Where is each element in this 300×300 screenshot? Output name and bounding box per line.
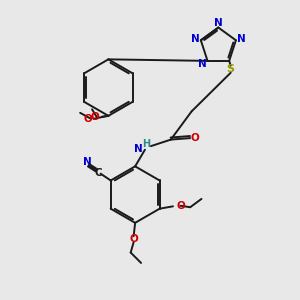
Text: O: O xyxy=(91,112,100,122)
Text: N: N xyxy=(214,18,223,28)
Text: O: O xyxy=(190,133,199,143)
Text: S: S xyxy=(227,64,235,74)
Text: O: O xyxy=(83,114,92,124)
Text: N: N xyxy=(237,34,246,44)
Text: N: N xyxy=(191,34,200,44)
Text: N: N xyxy=(82,157,91,167)
Text: O: O xyxy=(176,201,185,211)
Text: O: O xyxy=(129,234,138,244)
Text: N: N xyxy=(198,59,207,69)
Text: C: C xyxy=(94,168,102,178)
Text: H: H xyxy=(142,139,150,149)
Text: N: N xyxy=(134,143,143,154)
